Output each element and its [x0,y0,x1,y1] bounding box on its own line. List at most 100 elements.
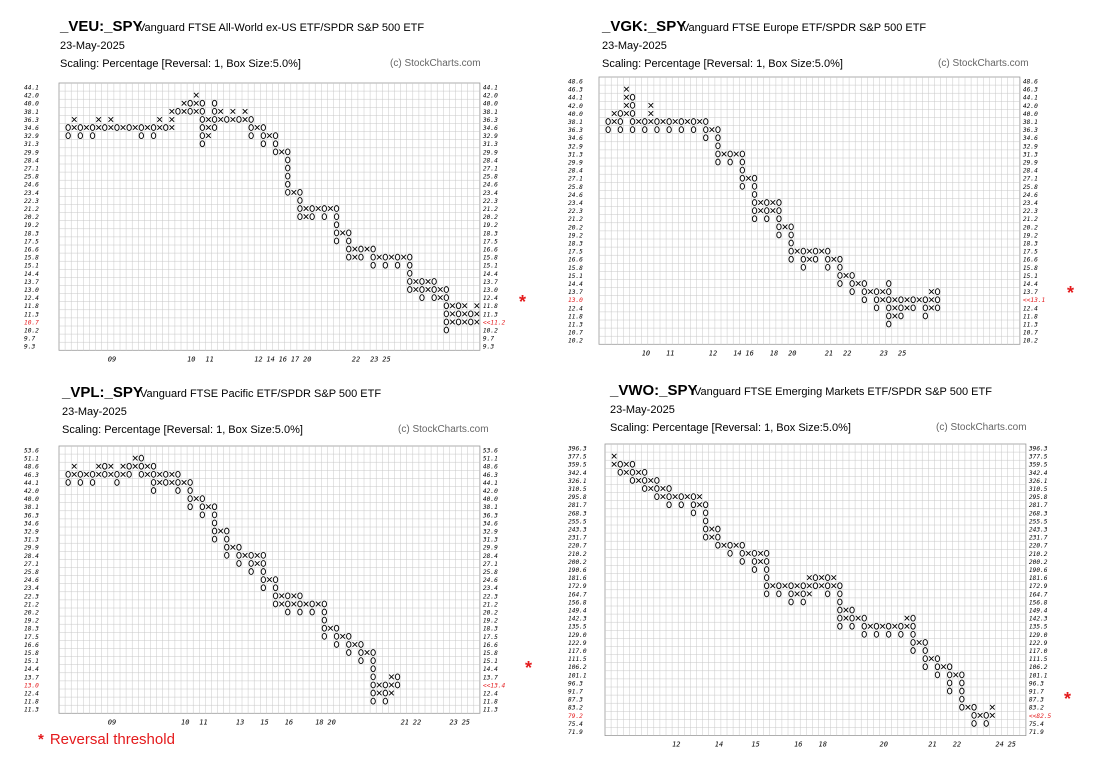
pnf-x-mark [892,305,898,311]
pnf-o-mark [873,622,880,630]
y-tick-label: 11.8 [24,303,39,310]
y-tick-label: 27.1 [24,561,39,568]
x-tick-label: 23 [449,718,457,726]
y-tick-label: 190.6 [1029,567,1048,574]
symbol-title: _VEU:_SPY [60,18,143,35]
pnf-x-mark [880,297,886,303]
pnf-o-mark [150,132,157,140]
pnf-o-mark [690,509,697,517]
y-tick-label: 295.8 [1029,494,1048,501]
pnf-o-mark [260,584,266,592]
pnf-o-mark [211,116,218,123]
pnf-x-mark [794,591,800,597]
pnf-x-mark [181,100,187,106]
pnf-x-mark [340,230,346,236]
y-tick-label: 22.3 [24,198,39,205]
y-tick-label: 42.0 [24,488,39,495]
pnf-x-mark [71,471,77,477]
y-tick-label: 21.2 [24,601,39,608]
y-tick-label: 10.2 [1023,338,1038,345]
x-tick-label: 13 [236,718,244,726]
y-tick-label: 210.2 [568,551,587,558]
pnf-o-mark [407,253,413,261]
y-tick-label: 19.2 [1023,232,1038,239]
pnf-x-mark [843,615,849,621]
pnf-o-mark [297,608,303,616]
x-tick-label: 10 [642,349,650,357]
pnf-x-mark [904,615,910,621]
y-tick-label: 122.9 [1029,640,1048,647]
pnf-x-mark [696,494,703,500]
x-tick-label: 14 [266,355,274,363]
pnf-x-mark [205,116,212,123]
pnf-o-mark [703,517,709,525]
pnf-o-mark [776,199,782,206]
symbol-title: _VWO:_SPY [610,382,698,399]
y-tick-label: 38.1 [482,504,498,511]
pnf-o-mark [285,600,291,608]
pnf-x-mark [916,297,922,303]
pnf-o-mark [187,487,193,494]
pnf-x-mark [132,455,138,461]
pnf-o-mark [333,205,340,212]
y-tick-label: 32.9 [482,528,498,535]
y-tick-label: 32.9 [23,133,39,140]
pnf-o-mark [727,541,733,549]
y-tick-label: 53.6 [24,447,39,454]
pnf-o-mark [764,199,770,206]
pnf-o-mark [114,470,120,478]
y-tick-label: 29.9 [1023,159,1038,166]
y-tick-label: 48.6 [1023,78,1038,85]
pnf-o-mark [629,468,636,476]
pnf-x-mark [660,118,666,125]
pnf-o-mark [886,630,892,638]
pnf-o-mark [89,470,96,478]
reversal-label: <<13.1 [1023,297,1045,304]
pnf-o-mark [629,477,636,484]
pnf-x-mark [169,471,175,477]
pnf-x-mark [623,110,630,117]
pnf-x-mark [169,116,175,123]
x-tick-label: 16 [279,355,287,363]
y-tick-label: 29.9 [483,149,498,156]
pnf-o-mark [812,574,819,582]
pnf-x-mark [709,534,715,540]
pnf-o-mark [812,255,819,263]
y-tick-label: 40.0 [1023,111,1038,118]
pnf-x-mark [205,504,212,510]
pnf-x-mark [696,502,703,508]
reversal-label: <<13.4 [483,682,506,689]
y-tick-label: 29.9 [568,159,583,166]
pnf-o-mark [739,558,745,565]
pnf-o-mark [309,205,315,212]
pnf-o-mark [751,182,758,190]
pnf-x-mark [218,116,224,123]
reversal-marker: * [1067,283,1075,303]
y-tick-label: 135.5 [568,624,587,631]
pnf-o-mark [211,107,218,115]
y-tick-label: 17.5 [568,249,583,256]
pnf-o-mark [150,462,157,470]
y-tick-label: 111.5 [1029,656,1048,663]
y-tick-label: 15.1 [1023,273,1038,280]
pnf-o-mark [443,286,449,293]
pnf-x-mark [721,151,727,157]
y-tick-label: 34.6 [567,135,583,142]
pnf-o-mark [825,247,831,255]
pnf-o-mark [407,269,413,277]
y-tick-label: 16.6 [24,246,39,253]
pnf-x-mark [193,92,199,98]
y-tick-label: 15.8 [24,255,39,262]
y-tick-label: 27.1 [483,165,498,172]
pnf-x-mark [413,278,419,285]
panel-header: _VWO:_SPY Vanguard FTSE Emerging Markets… [610,382,1115,452]
pnf-o-mark [297,188,303,196]
pnf-x-mark [867,623,873,629]
pnf-o-mark [382,689,388,697]
pnf-x-mark [242,552,248,558]
pnf-o-mark [382,261,388,269]
pnf-o-mark [248,124,254,131]
y-tick-label: 32.9 [23,528,39,535]
pnf-x-mark [733,542,739,548]
x-tick-label: 14 [733,349,741,357]
